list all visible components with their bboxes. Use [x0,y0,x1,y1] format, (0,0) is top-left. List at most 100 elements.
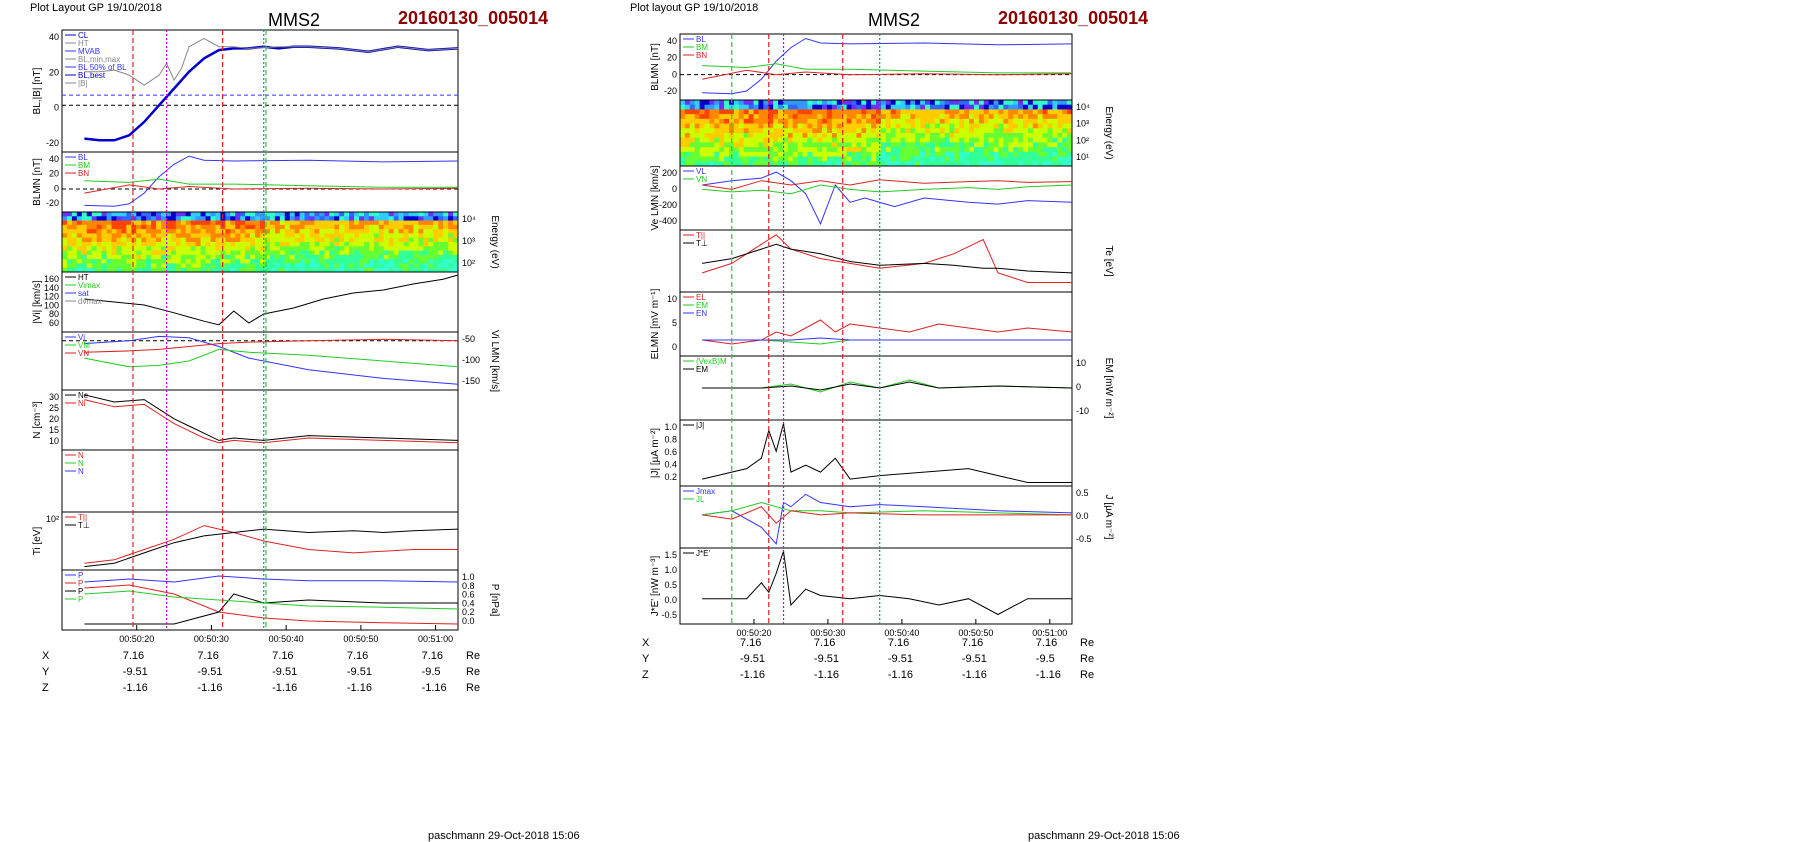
y-tick-label: -100 [462,355,480,365]
series-line [84,47,458,141]
position-value: -9.51 [347,666,372,678]
y-tick-label: 5 [672,318,677,328]
y-axis-label: Energy (eV) [1103,106,1114,159]
legend-entry: Ni [78,399,86,408]
series-line [84,576,458,582]
position-value: 7.16 [422,650,443,662]
y-axis-label: Vi LMN [km/s] [489,330,500,392]
series-line [702,185,1072,194]
position-label: Z [642,669,649,681]
y-tick-label: 10² [1076,135,1089,145]
y-axis-label: BLMN [nT] [650,43,661,91]
left-figure: Plot Layout GP 19/10/2018 MMS2 20160130_… [28,0,668,841]
y-tick-label: 1.0 [664,422,677,432]
series-line [84,400,458,443]
y-tick-label: -400 [659,216,677,226]
series-line [702,172,1072,224]
y-tick-label: -20 [46,138,59,148]
y-axis-label: |J| [µA m⁻²] [650,428,661,478]
series-line [84,349,458,366]
y-tick-label: 10⁴ [462,214,476,224]
y-axis-label: Ti [eV] [32,527,43,556]
position-label: X [642,637,649,649]
position-label: Z [42,682,49,694]
y-tick-label: 0.0 [462,616,475,626]
panel-frame [62,272,458,332]
series-line [84,594,458,624]
panel-8: 10²Ti [eV]T||T⊥ [32,512,458,570]
y-tick-label: 0.4 [664,460,677,470]
panel-7: 1.0 0.8 0.6 0.4 0.2|J| [µA m⁻²] |J| [650,420,1072,486]
position-value: -1.16 [272,682,297,694]
position-value: -9.5 [1036,653,1055,665]
panel-frame [680,230,1072,292]
footer: paschmann 29-Oct-2018 15:06 [428,830,580,842]
series-line [702,244,1072,273]
series-line [84,339,458,352]
position-value: -1.16 [422,682,447,694]
y-axis-label: N [cm⁻³] [32,401,43,439]
time-tick-label: 00:50:30 [194,634,229,644]
panel-9: 1.00.80.60.40.20.0P [nPa]PPPP [62,570,500,630]
y-tick-label: 10⁴ [1076,102,1090,112]
series-line [84,585,458,624]
y-tick-label: 20 [49,169,59,179]
y-tick-label: 0 [54,183,59,193]
panel-6: 3025201510N [cm⁻³]NeNi [32,390,458,450]
legend-entry: T⊥ [696,239,708,248]
spectrogram [680,100,1073,167]
series-line [84,38,458,85]
position-value: -1.16 [888,669,913,681]
panel-5: -50-100-150 Vi LMN [km/s]ViVMVN [62,330,500,392]
position-value: -1.16 [347,682,372,694]
position-unit: Re [1080,637,1094,649]
series-line [702,494,1072,544]
position-value: 7.16 [962,637,983,649]
position-value: 7.16 [740,637,761,649]
y-tick-label: 0.0 [1076,511,1089,521]
y-tick-label: 0 [54,103,59,113]
legend-entry: N [78,467,84,476]
position-value: -9.51 [123,666,148,678]
legend-entry: dvmax [78,297,102,306]
series-line [84,336,458,384]
legend-entry: JL [696,495,705,504]
y-tick-label: 0.5 [664,580,677,590]
y-tick-label: 15 [49,425,59,435]
panel-frame [680,548,1072,624]
time-tick-label: 00:50:50 [343,634,378,644]
y-tick-label: 40 [49,154,59,164]
legend-entry: EM [696,365,708,374]
position-value: -1.16 [1036,669,1061,681]
y-axis-label: J*E' [nW m⁻³] [650,556,661,617]
position-value: 7.16 [272,650,293,662]
legend-entry: J*E' [696,549,710,558]
time-tick-label: 00:50:20 [119,634,154,644]
y-tick-label: 40 [49,32,59,42]
position-value: -1.16 [962,669,987,681]
y-tick-label: 0 [672,184,677,194]
series-line [84,395,458,441]
y-tick-label: -150 [462,376,480,386]
y-axis-label: Te [eV] [1103,245,1114,276]
y-tick-label: 0.6 [664,447,677,457]
legend-entry: VN [696,175,707,184]
y-tick-label: -20 [46,198,59,208]
y-tick-label: 0 [1076,382,1081,392]
position-label: Y [642,653,649,665]
y-tick-label: 10 [49,436,59,446]
y-tick-label: 0.5 [1076,488,1089,498]
series-line [702,338,1072,340]
y-tick-label: 20 [49,67,59,77]
y-tick-label: 20 [49,414,59,424]
legend-entry: |B| [78,79,88,88]
spectrogram [62,212,459,273]
y-tick-label: 30 [49,392,59,402]
panel-3: 10⁴10³10² Energy (eV) [62,212,500,273]
y-tick-label: 20 [667,53,677,63]
position-value: -9.51 [740,653,765,665]
